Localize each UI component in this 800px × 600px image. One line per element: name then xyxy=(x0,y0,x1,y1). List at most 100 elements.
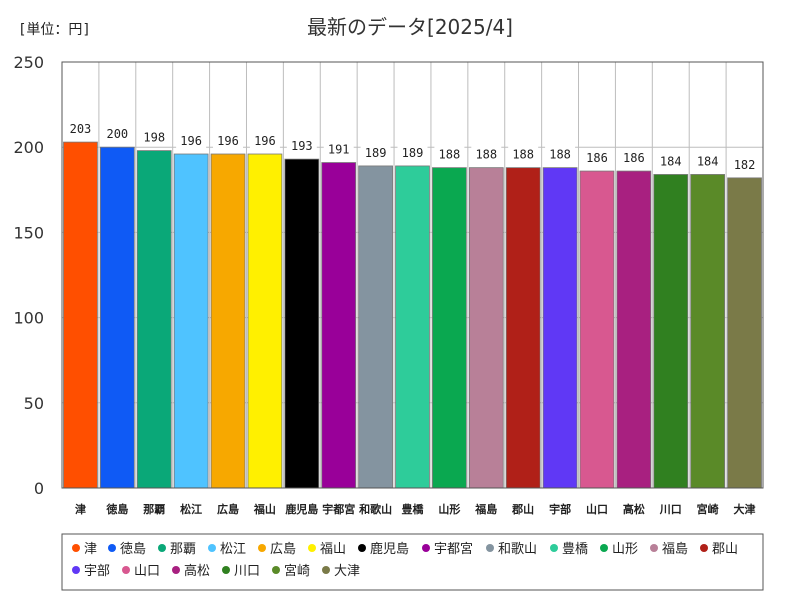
legend-label: 高松 xyxy=(184,563,210,579)
value-label: 182 xyxy=(734,158,756,172)
legend-marker xyxy=(72,544,80,552)
value-label-bg xyxy=(471,145,502,163)
bar-17 xyxy=(653,174,689,489)
legend-label: 福山 xyxy=(320,542,346,557)
legend-marker xyxy=(600,544,608,552)
value-label: 188 xyxy=(475,148,497,162)
bar-10 xyxy=(395,165,430,489)
legend-label: 広島 xyxy=(270,542,296,557)
value-label-bg xyxy=(618,149,649,167)
x-tick-label: 郡山 xyxy=(511,502,534,516)
value-label-bg xyxy=(176,132,207,150)
legend-marker xyxy=(422,544,430,552)
bar-15 xyxy=(579,170,615,489)
x-tick-label: 宇都宮 xyxy=(322,502,355,516)
value-label: 191 xyxy=(328,143,350,157)
value-label: 186 xyxy=(586,151,608,165)
value-label: 184 xyxy=(660,154,682,168)
value-label-bg xyxy=(692,152,723,170)
value-label: 188 xyxy=(549,148,571,162)
legend-marker xyxy=(208,544,216,552)
legend-marker xyxy=(172,566,180,574)
legend-label: 大津 xyxy=(334,564,360,579)
x-tick-label: 和歌山 xyxy=(359,502,392,516)
unit-label: [単位：円] xyxy=(18,22,91,38)
x-axis-labels: 津 徳島 那覇 松江 広島 福山 鹿児島 宇都宮 和歌山 豊橋 山形 福島 郡山 宇部 山口 高松 川口 宮崎 大津 xyxy=(75,502,756,516)
x-tick-label: 鹿児島 xyxy=(285,502,318,516)
value-label-bg xyxy=(508,145,539,163)
legend-label: 宮崎 xyxy=(284,563,310,579)
x-tick-label: 広島 xyxy=(217,502,239,516)
legend-marker xyxy=(222,566,230,574)
value-label-bg xyxy=(397,143,428,161)
legend-marker xyxy=(158,544,166,552)
value-labels: 203 200 198 196 196 196 193 191 189 189 188 188 188 1… xyxy=(65,120,760,173)
x-tick-label: 高松 xyxy=(623,502,645,516)
x-tick-label: 福島 xyxy=(474,502,497,516)
value-label-bg xyxy=(545,145,576,163)
value-label: 196 xyxy=(217,134,239,148)
value-label-bg xyxy=(323,140,354,158)
x-tick-label: 豊橋 xyxy=(402,502,425,516)
bar-12 xyxy=(468,167,504,489)
bar-16 xyxy=(616,170,652,489)
legend-marker xyxy=(72,566,80,574)
x-tick-label: 福山 xyxy=(253,502,276,516)
legend-label: 豊橋 xyxy=(562,542,588,557)
x-tick-label: 宮崎 xyxy=(697,502,719,516)
y-tick-label: 50 xyxy=(24,394,44,413)
y-tick-label: 250 xyxy=(13,53,44,72)
x-tick-label: 山形 xyxy=(438,502,460,516)
legend-marker xyxy=(358,544,366,552)
value-label-bg xyxy=(102,125,133,143)
plot-frame xyxy=(61,61,764,489)
legend-marker xyxy=(486,544,494,552)
value-label: 188 xyxy=(512,148,534,162)
legend xyxy=(61,533,764,591)
x-tick-label: 松江 xyxy=(180,502,202,516)
bar-13 xyxy=(505,167,541,489)
legend-label: 宇都宮 xyxy=(434,541,473,557)
legend-label: 津 xyxy=(84,542,97,557)
value-label-bg xyxy=(139,128,170,146)
legend-label: 山口 xyxy=(134,564,160,579)
y-tick-label: 100 xyxy=(13,309,44,328)
value-label: 188 xyxy=(439,148,461,162)
legend-marker xyxy=(322,566,330,574)
legend-label: 宇部 xyxy=(84,564,110,579)
legend-label: 徳島 xyxy=(120,542,146,557)
value-label-bg xyxy=(434,145,465,163)
x-tick-label: 宇部 xyxy=(549,502,571,516)
bar-19 xyxy=(727,177,762,489)
legend-marker xyxy=(550,544,558,552)
bar-11 xyxy=(432,167,467,489)
value-label: 196 xyxy=(180,134,202,148)
bar-9 xyxy=(358,165,393,489)
x-tick-label: 那覇 xyxy=(143,503,165,516)
x-tick-label: 津 xyxy=(75,502,86,516)
value-label: 184 xyxy=(697,154,719,168)
x-tick-label: 大津 xyxy=(734,502,756,516)
value-label-bg xyxy=(729,155,760,173)
value-label-bg xyxy=(581,149,612,167)
bar-2 xyxy=(99,146,135,489)
y-tick-label: 200 xyxy=(13,138,44,157)
value-label: 189 xyxy=(402,146,424,160)
value-label-bg xyxy=(360,143,391,161)
value-label: 203 xyxy=(70,122,92,136)
x-tick-label: 徳島 xyxy=(105,502,128,516)
legend-label: 那覇 xyxy=(170,542,196,557)
bar-3 xyxy=(136,150,172,489)
legend-marker xyxy=(700,544,708,552)
bar-18 xyxy=(690,174,726,489)
y-tick-label: 150 xyxy=(13,223,44,242)
legend-marker xyxy=(308,544,316,552)
bar-6 xyxy=(247,153,283,489)
x-tick-label: 川口 xyxy=(659,503,682,516)
legend-label: 鹿児島 xyxy=(370,541,409,557)
value-label-bg xyxy=(65,120,96,138)
value-label: 196 xyxy=(254,134,276,148)
legend-label: 郡山 xyxy=(712,542,738,557)
legend-label: 松江 xyxy=(220,542,246,557)
y-axis-ticks: 0 50 100 150 200 250 xyxy=(13,53,44,498)
